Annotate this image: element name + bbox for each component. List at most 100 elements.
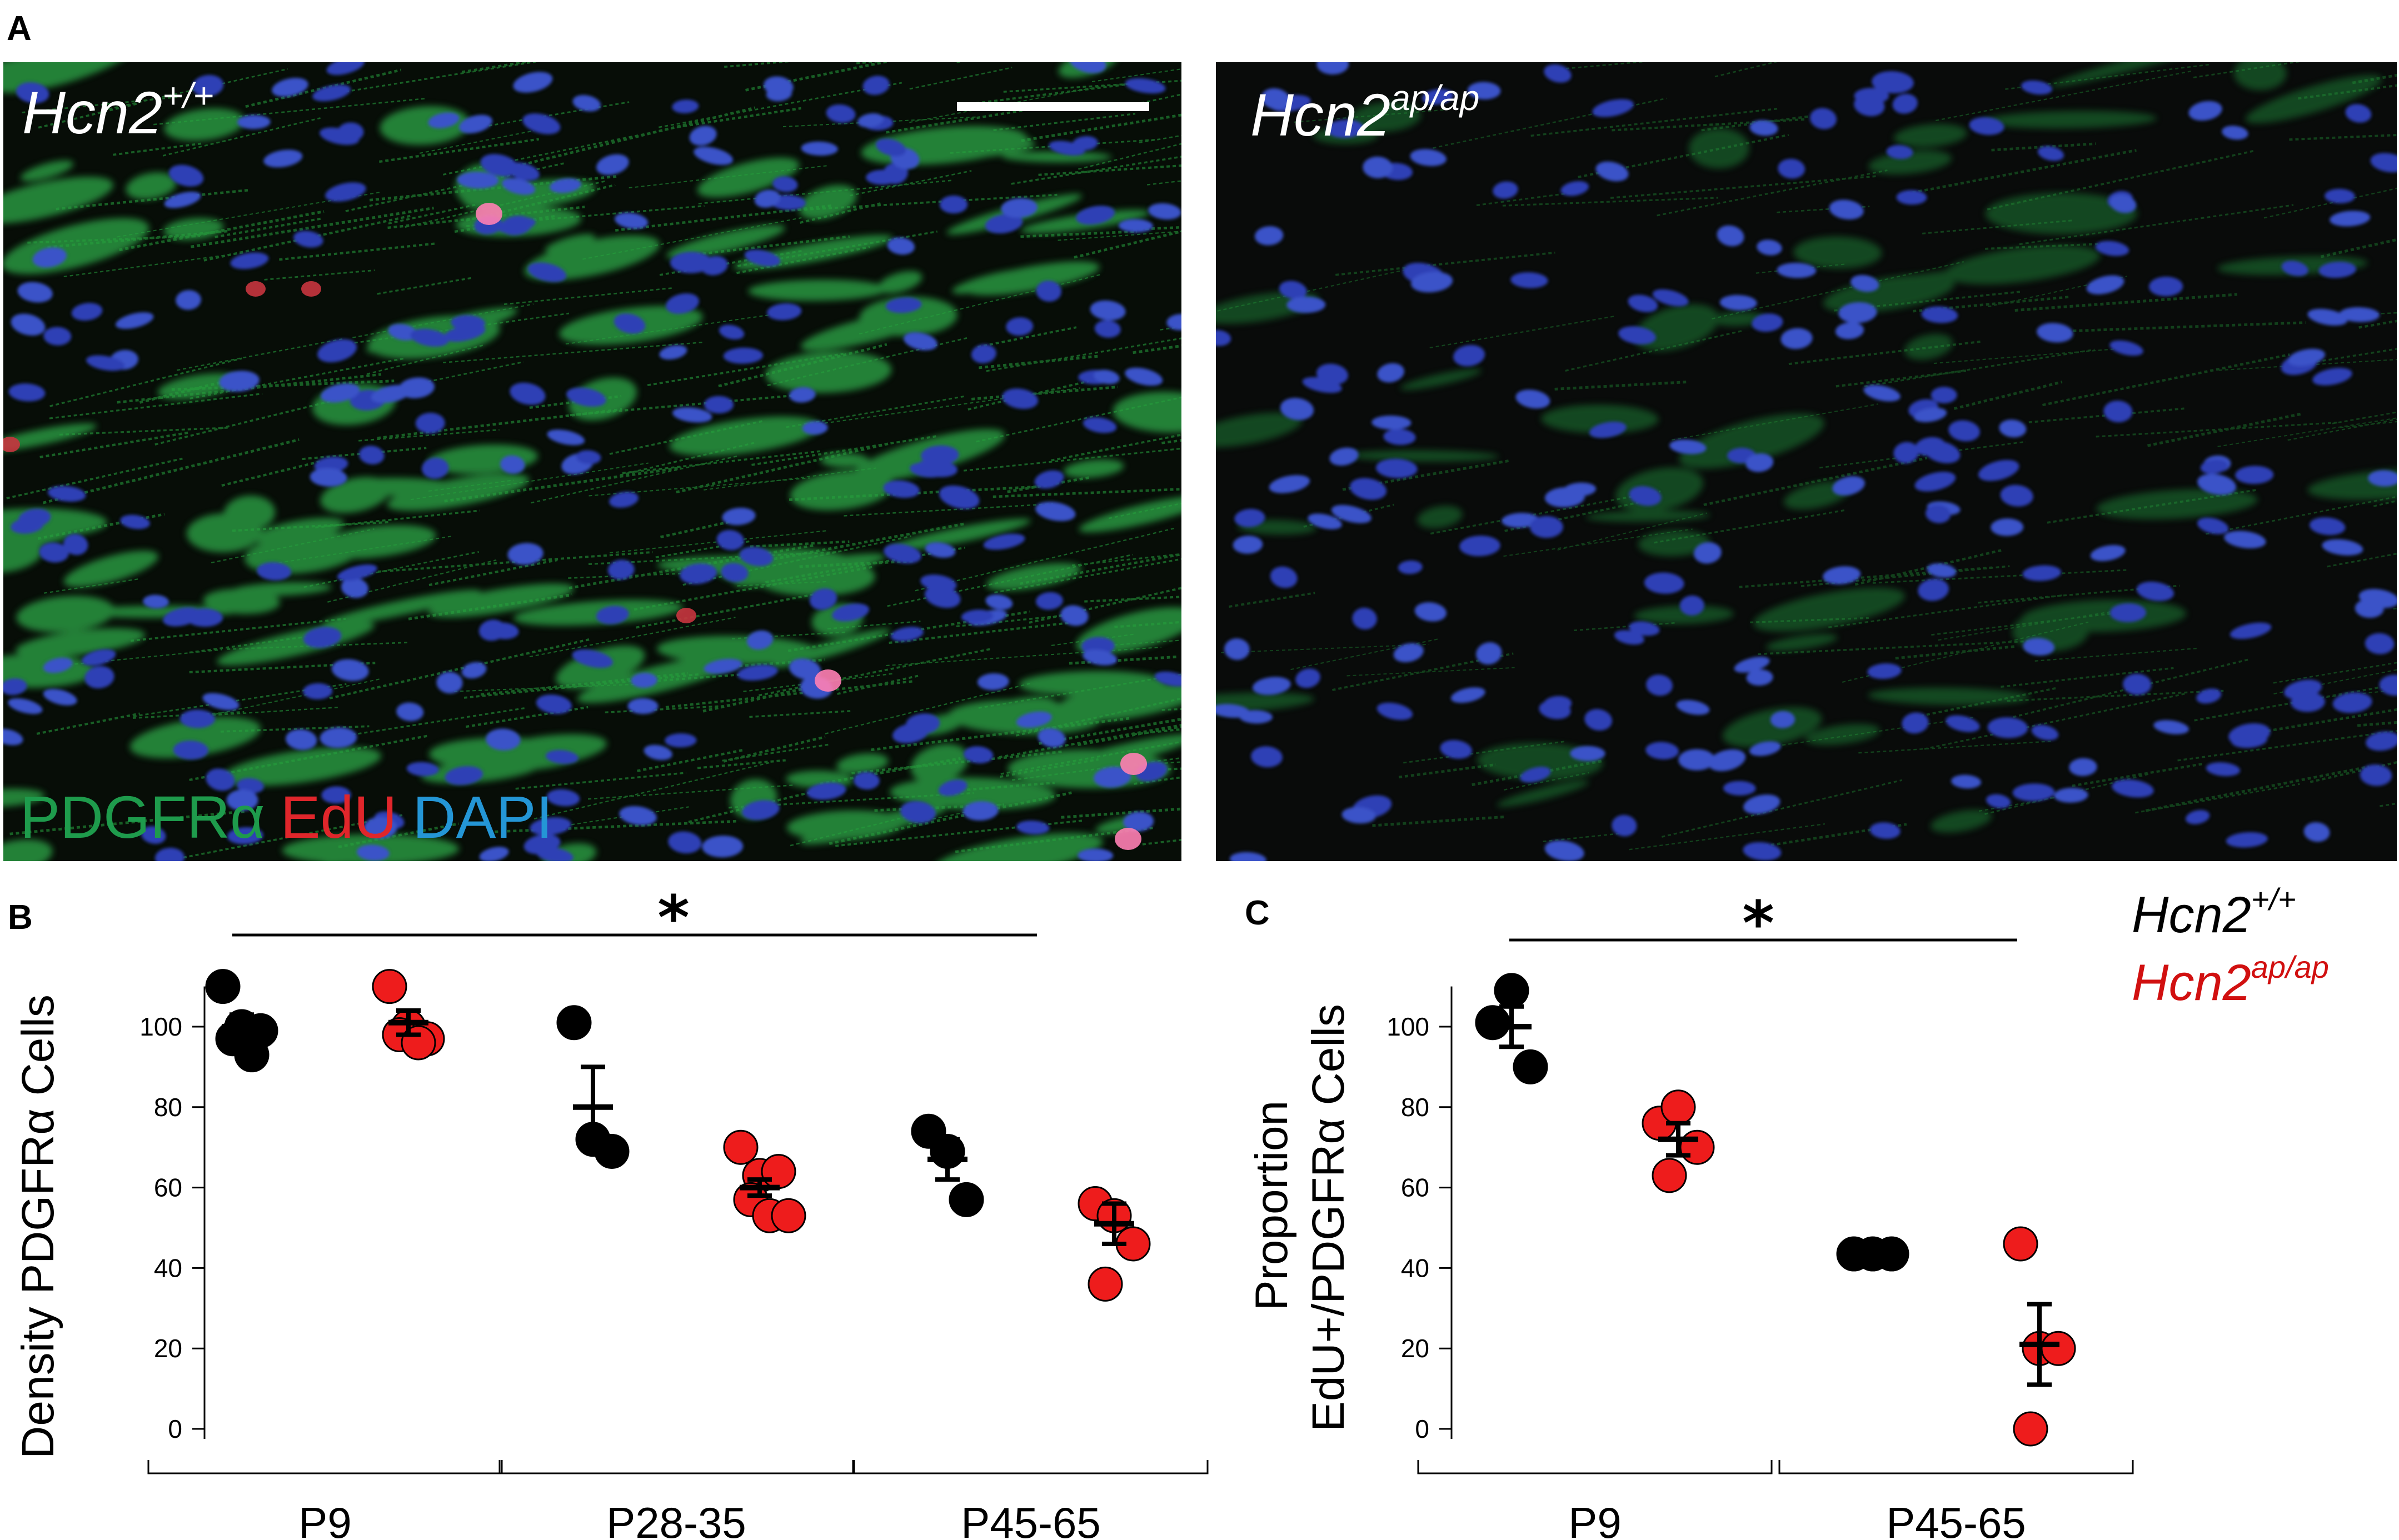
dapi-nucleus	[1743, 794, 1780, 814]
dapi-nucleus	[2325, 188, 2355, 204]
dapi-nucleus	[1612, 814, 1637, 837]
process-fiber	[1403, 741, 1565, 764]
dapi-nucleus	[325, 182, 366, 202]
y-tick-label: 0	[168, 1414, 182, 1443]
data-point	[723, 1129, 759, 1165]
dapi-nucleus	[510, 382, 546, 405]
dapi-nucleus	[1838, 302, 1877, 323]
dapi-nucleus	[1618, 326, 1656, 344]
dapi-nucleus	[164, 192, 201, 208]
dapi-nucleus	[2136, 581, 2174, 601]
process-fiber	[388, 203, 477, 225]
dapi-nucleus	[1261, 88, 1290, 110]
process-fiber	[2263, 187, 2397, 219]
process-fiber	[1229, 592, 1315, 608]
legend-mutant: Hcn2ap/ap	[2132, 949, 2329, 1011]
dapi-nucleus	[1515, 389, 1550, 409]
pdgfra-cell	[1722, 707, 1822, 748]
dapi-nucleus	[1154, 671, 1181, 687]
data-point	[1475, 1005, 1510, 1041]
process-fiber	[1987, 149, 2256, 211]
process-fiber	[39, 431, 191, 459]
dapi-nucleus	[2322, 539, 2363, 556]
chart-b-ylabel: Density PDGFRα Cells	[13, 994, 63, 1459]
process-fiber	[327, 559, 497, 603]
pdgfra-cell	[1072, 683, 1181, 722]
dapi-nucleus	[2022, 565, 2062, 581]
process-fiber	[782, 116, 976, 128]
process-fiber	[1011, 156, 1181, 185]
dapi-nucleus	[680, 563, 717, 584]
pdgfra-cell	[2096, 489, 2258, 519]
process-fiber	[2289, 134, 2397, 141]
dapi-nucleus	[1780, 328, 1813, 349]
dapi-nucleus	[964, 746, 994, 764]
dapi-nucleus	[1083, 649, 1118, 666]
dapi-nucleus	[939, 485, 980, 509]
dapi-nucleus	[1252, 677, 1291, 695]
dapi-nucleus	[141, 826, 166, 844]
pdgfra-cell	[1113, 392, 1181, 433]
dapi-nucleus	[530, 817, 572, 836]
process-fiber	[790, 815, 910, 847]
group-label: P45-65	[1886, 1498, 2026, 1540]
process-fiber	[1058, 231, 1181, 241]
pdgfra-cell	[1002, 151, 1112, 163]
process-fiber	[531, 455, 738, 504]
pdgfra-cell	[859, 297, 957, 337]
process-fiber	[2072, 763, 2203, 787]
data-point	[1513, 1049, 1548, 1084]
dapi-nucleus	[1863, 384, 1901, 402]
dapi-nucleus	[550, 178, 581, 193]
dapi-nucleus	[1544, 840, 1584, 861]
process-fiber	[582, 217, 802, 260]
process-fiber	[488, 101, 630, 127]
pdgfra-cell	[203, 588, 280, 614]
dapi-nucleus	[522, 113, 561, 134]
dapi-nucleus	[1467, 82, 1501, 100]
process-fiber	[999, 724, 1181, 758]
dapi-nucleus	[920, 574, 957, 592]
dapi-nucleus	[1002, 388, 1039, 409]
dapi-nucleus	[1363, 156, 1393, 178]
dapi-nucleus	[63, 534, 88, 556]
pdgfra-cell	[320, 477, 391, 513]
y-tick-label: 60	[154, 1173, 182, 1202]
dapi-nucleus	[486, 728, 521, 751]
dapi-nucleus	[2365, 633, 2395, 654]
dapi-nucleus	[1914, 472, 1956, 492]
dapi-nucleus	[1254, 226, 1284, 246]
data-point	[2003, 1226, 2038, 1262]
process-fiber	[1750, 617, 1869, 623]
dapi-nucleus	[320, 727, 357, 748]
chart-b: 0 20 40 60 80 100 P9 P28-35 P45-65	[139, 969, 1209, 1540]
process-fiber	[1007, 476, 1090, 493]
pdgfra-cell	[15, 628, 146, 658]
pdgfra-cell	[877, 271, 922, 294]
edu-cell	[1120, 753, 1147, 775]
process-fiber	[800, 202, 883, 224]
dapi-nucleus	[2031, 724, 2059, 741]
dapi-nucleus	[546, 789, 580, 807]
process-fiber	[465, 706, 588, 728]
dapi-nucleus	[11, 313, 46, 336]
dapi-nucleus	[1453, 344, 1485, 367]
dapi-nucleus	[767, 303, 802, 321]
dapi-nucleus	[619, 806, 657, 826]
process-fiber	[690, 235, 850, 257]
dapi-nucleus	[2090, 544, 2126, 562]
dapi-nucleus	[388, 323, 418, 341]
dapi-nucleus	[1502, 513, 1539, 528]
dapi-nucleus	[694, 147, 733, 165]
edu-cell	[676, 608, 696, 623]
dapi-nucleus	[719, 324, 745, 340]
dapi-nucleus	[2054, 788, 2088, 803]
dapi-nucleus	[1872, 71, 1914, 93]
dapi-nucleus	[596, 154, 629, 176]
process-fiber	[565, 312, 787, 345]
process-fiber	[1071, 553, 1181, 567]
process-fiber	[1061, 807, 1181, 819]
dapi-nucleus	[1851, 274, 1879, 292]
dapi-nucleus	[789, 387, 816, 403]
dapi-nucleus	[192, 74, 224, 97]
